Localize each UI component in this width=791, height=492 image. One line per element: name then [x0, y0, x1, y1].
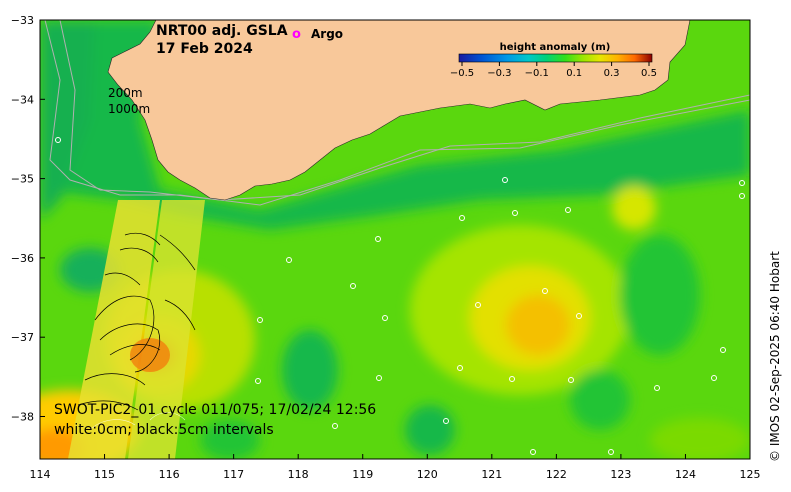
x-axis: 114 115 116 117 118 119 120 121 122 123 124 125	[30, 454, 761, 481]
colorbar-tick-label: −0.3	[487, 68, 511, 79]
colorbar-title: height anomaly (m)	[500, 42, 611, 53]
x-tick-label: 118	[288, 468, 309, 481]
x-tick-label: 115	[94, 468, 115, 481]
y-tick-label: −35	[11, 173, 34, 186]
map-title: NRT00 adj. GSLA	[156, 23, 288, 39]
x-tick-label: 116	[159, 468, 180, 481]
x-tick-label: 117	[223, 468, 244, 481]
argo-legend-marker: o	[292, 27, 301, 42]
colorbar-tick-label: 0.1	[566, 68, 582, 79]
y-tick-label: −38	[11, 411, 34, 424]
colorbar-tick-label: 0.3	[604, 68, 620, 79]
x-tick-label: 114	[30, 468, 51, 481]
colorbar-tick-label: −0.1	[525, 68, 549, 79]
argo-legend-label: Argo	[311, 27, 343, 41]
argo-floats	[55, 137, 745, 455]
map-field	[40, 20, 750, 459]
colorbar	[458, 53, 653, 63]
y-axis: −33 −34 −35 −36 −37 −38	[11, 14, 45, 424]
x-tick-label: 124	[675, 468, 696, 481]
isobath-label-200: 200m	[108, 86, 143, 100]
x-tick-label: 121	[481, 468, 502, 481]
isobath-lines	[44, 20, 750, 206]
map-date: 17 Feb 2024	[156, 41, 253, 57]
colorbar-tick-label: −0.5	[450, 68, 474, 79]
swot-contour-label: white:0cm; black:5cm intervals	[54, 422, 274, 438]
x-tick-label: 122	[546, 468, 567, 481]
y-tick-label: −33	[11, 14, 34, 27]
y-tick-label: −34	[11, 93, 34, 106]
swot-pass-label: SWOT-PIC2_01 cycle 011/075; 17/02/24 12:…	[54, 402, 376, 418]
imos-credit: © IMOS 02-Sep-2025 06:40 Hobart	[768, 251, 782, 462]
land-mass	[107, 20, 691, 201]
y-tick-label: −36	[11, 252, 34, 265]
isobath-label-1000: 1000m	[108, 102, 150, 116]
x-tick-label: 120	[417, 468, 438, 481]
y-tick-label: −37	[11, 331, 34, 344]
swot-swath	[68, 200, 205, 459]
x-tick-label: 119	[352, 468, 373, 481]
x-tick-label: 125	[740, 468, 761, 481]
x-tick-label: 123	[610, 468, 631, 481]
colorbar-tick-label: 0.5	[641, 68, 657, 79]
plot-frame	[39, 19, 751, 460]
colorbar-ticks: −0.5 −0.3 −0.1 0.1 0.3 0.5	[450, 62, 657, 79]
